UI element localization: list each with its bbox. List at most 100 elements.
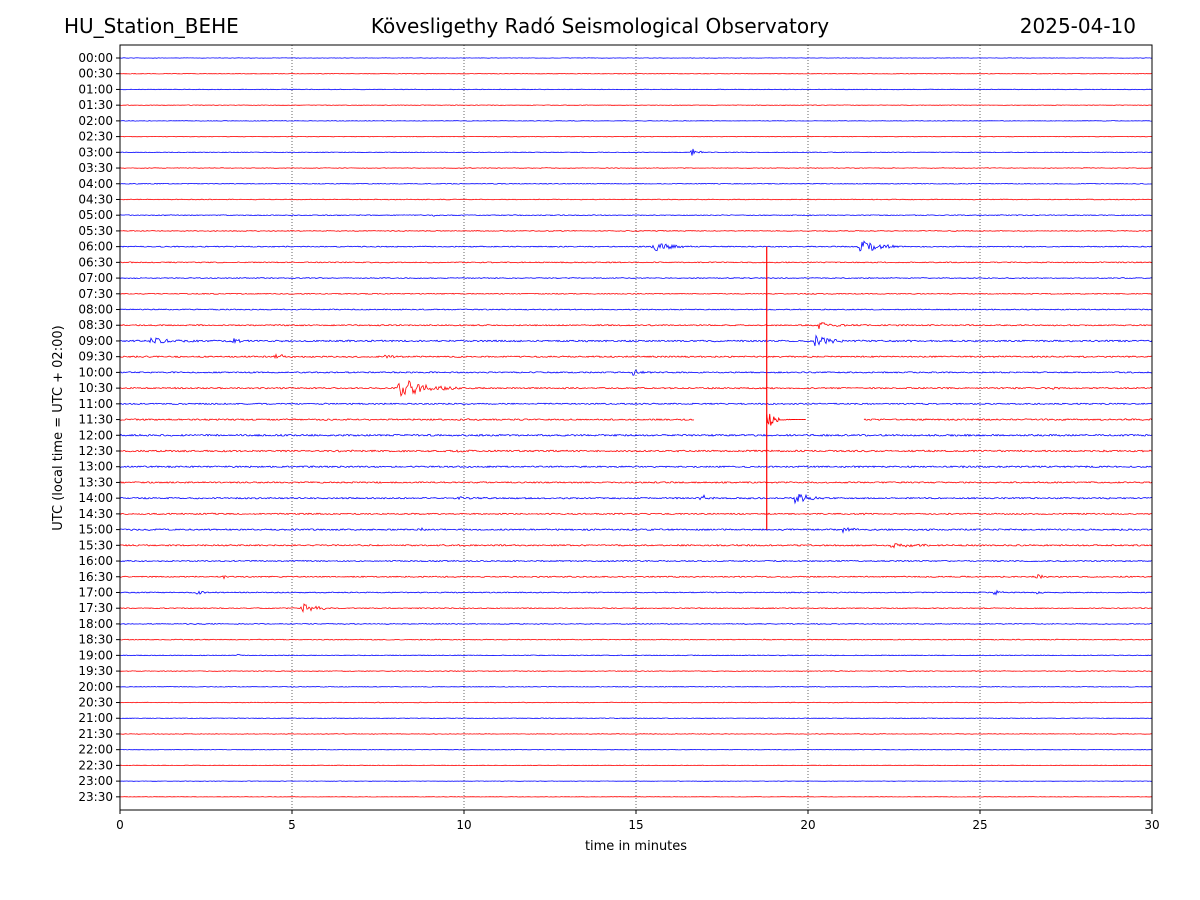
trace-0800: [119, 308, 1153, 311]
trace-0200: [119, 120, 1152, 122]
trace-1100: [119, 402, 1153, 406]
trace-1330: [119, 481, 1153, 484]
y-tick-label: 07:00: [78, 271, 113, 285]
x-tick-label: 0: [116, 818, 124, 832]
y-tick-label: 00:30: [78, 67, 113, 81]
trace-1500: [119, 527, 1153, 534]
trace-0430: [120, 198, 1153, 201]
trace-0900: [119, 334, 1153, 347]
y-tick-label: 10:00: [78, 365, 113, 379]
y-tick-label: 18:30: [78, 633, 113, 647]
trace-0300: [119, 148, 1153, 156]
y-tick-label: 15:30: [78, 538, 113, 552]
y-tick-label: 08:00: [78, 303, 113, 317]
y-tick-label: 16:00: [78, 554, 113, 568]
trace-2000: [119, 686, 1153, 688]
y-tick-label: 08:30: [78, 318, 113, 332]
trace-0930: [119, 353, 1153, 360]
trace-1200: [119, 433, 1153, 437]
y-tick-label: 02:00: [78, 114, 113, 128]
y-tick-label: 22:30: [78, 758, 113, 772]
y-tick-label: 03:30: [78, 161, 113, 175]
event-coda: [766, 413, 806, 426]
y-tick-label: 20:30: [78, 696, 113, 710]
y-tick-label: 03:00: [78, 145, 113, 159]
y-tick-label: 10:30: [78, 381, 113, 395]
trace-0130: [119, 104, 1152, 106]
y-tick-label: 17:00: [78, 585, 113, 599]
station-name: HU_Station_BEHE: [64, 14, 239, 38]
y-tick-label: 15:00: [78, 523, 113, 537]
y-tick-label: 21:00: [78, 711, 113, 725]
y-tick-label: 23:30: [78, 790, 113, 804]
trace-1230: [119, 449, 1153, 453]
y-tick-label: 01:30: [78, 98, 113, 112]
trace-1430: [119, 512, 1152, 516]
y-tick-label: 16:30: [78, 570, 113, 584]
x-tick-label: 20: [800, 818, 815, 832]
trace-2130: [119, 733, 1153, 735]
x-tick-label: 25: [972, 818, 987, 832]
x-tick-label: 15: [628, 818, 643, 832]
y-tick-label: 21:30: [78, 727, 113, 741]
y-tick-label: 06:30: [78, 255, 113, 269]
trace-1600: [119, 559, 1152, 563]
trace-2030: [119, 701, 1153, 704]
y-tick-label: 23:00: [78, 774, 113, 788]
trace-1800: [119, 623, 1153, 625]
y-tick-label: 13:00: [78, 460, 113, 474]
trace-1900: [119, 653, 1152, 657]
y-tick-label: 19:00: [78, 648, 113, 662]
trace-0600: [119, 240, 1153, 252]
trace-2100: [119, 717, 1153, 719]
trace-group: [119, 57, 1153, 798]
y-tick-label: 06:00: [78, 240, 113, 254]
y-tick-label: 04:00: [78, 177, 113, 191]
y-tick-label: 05:30: [78, 224, 113, 238]
y-tick-label: 18:00: [78, 617, 113, 631]
y-tick-label: 11:30: [78, 413, 113, 427]
y-tick-label: 01:00: [78, 82, 113, 96]
y-tick-label: 07:30: [78, 287, 113, 301]
trace-0730: [119, 292, 1153, 295]
trace-1300: [119, 465, 1153, 469]
trace-0330: [119, 167, 1153, 169]
trace-0630: [119, 261, 1153, 264]
y-tick-label: 22:00: [78, 743, 113, 757]
chart-title: Kövesligethy Radó Seismological Observat…: [370, 14, 830, 38]
y-tick-label: 00:00: [78, 51, 113, 65]
y-axis-label: UTC (local time = UTC + 02:00): [51, 325, 66, 530]
trace-0030: [120, 73, 1153, 75]
x-tick-label: 5: [288, 818, 296, 832]
trace-2200: [120, 748, 1152, 751]
trace-1400: [119, 493, 1153, 505]
y-tick-label: 12:30: [78, 444, 113, 458]
y-tick-label: 05:00: [78, 208, 113, 222]
trace-1730: [119, 603, 1153, 613]
y-tick-label: 09:30: [78, 350, 113, 364]
y-tick-label: 11:00: [78, 397, 113, 411]
x-tick-label: 10: [456, 818, 471, 832]
trace-1830: [119, 638, 1153, 641]
y-tick-label: 12:00: [78, 428, 113, 442]
trace-0500: [119, 214, 1153, 217]
trace-1630: [120, 574, 1153, 580]
y-tick-label: 04:30: [78, 192, 113, 206]
trace-1700: [119, 589, 1153, 596]
trace-1530: [119, 543, 1153, 549]
trace-0530: [119, 230, 1153, 232]
trace-1030: [119, 380, 1153, 397]
trace-0830: [119, 321, 1153, 329]
y-tick-label: 02:30: [78, 130, 113, 144]
x-tick-label: 30: [1144, 818, 1159, 832]
trace-1130: [119, 418, 1153, 421]
y-tick-label: 19:30: [78, 664, 113, 678]
trace-0400: [119, 182, 1153, 185]
trace-0700: [119, 277, 1153, 280]
y-tick-label: 14:00: [78, 491, 113, 505]
y-tick-label: 09:00: [78, 334, 113, 348]
trace-0100: [120, 88, 1153, 91]
y-tick-label: 17:30: [78, 601, 113, 615]
trace-1930: [119, 670, 1153, 672]
x-axis-label: time in minutes: [585, 839, 687, 854]
